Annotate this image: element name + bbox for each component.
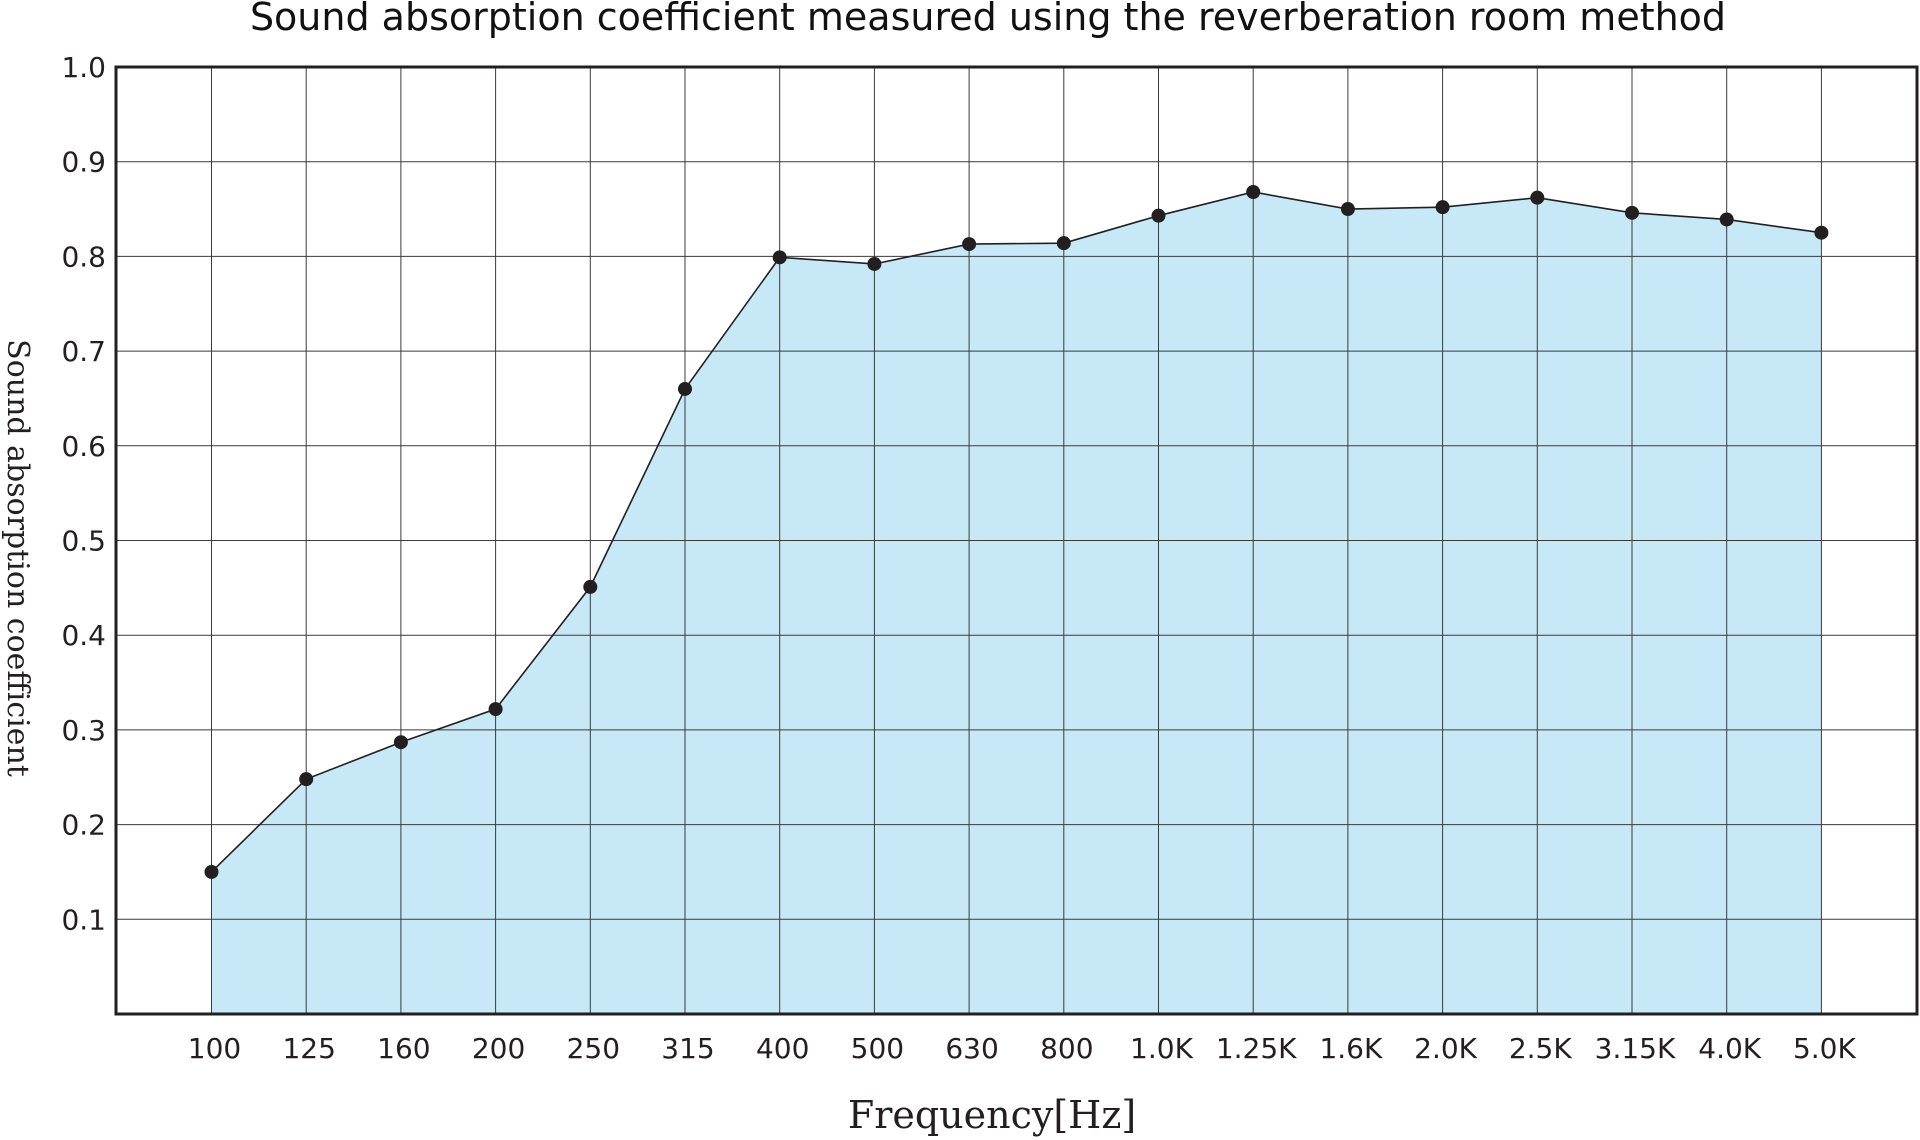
x-tick-label: 500	[851, 1032, 904, 1065]
data-point	[867, 256, 882, 271]
y-tick-label: 0.7	[61, 335, 106, 368]
x-tick-label: 315	[661, 1032, 714, 1065]
data-point	[583, 579, 598, 594]
data-point	[1056, 236, 1071, 251]
y-tick-label: 0.3	[61, 714, 106, 747]
data-point	[1719, 212, 1734, 227]
y-tick-label: 0.8	[61, 240, 106, 273]
x-tick-label: 1.6K	[1319, 1032, 1383, 1065]
plot-frame	[114, 65, 1919, 1016]
data-point	[1814, 225, 1829, 240]
x-tick-label: 125	[282, 1032, 335, 1065]
data-point	[1340, 202, 1355, 217]
y-tick-label: 0.5	[61, 525, 106, 558]
x-tick-label: 630	[945, 1032, 998, 1065]
x-axis-label: Frequency[Hz]	[848, 1093, 1136, 1137]
y-tick-label: 0.6	[61, 430, 106, 463]
data-point	[678, 381, 692, 396]
x-tick-label: 100	[188, 1032, 241, 1065]
y-tick-label: 0.9	[61, 146, 106, 179]
data-point	[1530, 190, 1545, 205]
data-point	[962, 237, 977, 252]
x-tick-label: 2.0K	[1414, 1032, 1478, 1065]
x-tick-label: 4.0K	[1698, 1032, 1762, 1065]
x-tick-label: 400	[756, 1032, 809, 1065]
y-tick-label: 0.4	[61, 619, 106, 652]
data-point	[1435, 200, 1450, 215]
data-point	[1151, 208, 1166, 223]
y-axis-label: Sound absorption coefficient	[0, 339, 35, 777]
y-tick-label: 0.2	[61, 809, 106, 842]
y-tick-label: 0.1	[61, 903, 106, 936]
data-point	[772, 250, 787, 265]
chart-title: Sound absorption coefficient measured us…	[250, 0, 1726, 39]
x-tick-label: 2.5K	[1509, 1032, 1573, 1065]
x-tick-label: 5.0K	[1793, 1032, 1857, 1065]
plot-area: 0.1 0.2 0.3 0.4 0.5 0.6 0.7 0.8 0.9 1.0 100 125 160 2…	[61, 51, 1919, 1065]
data-point	[204, 864, 219, 879]
x-tick-label: 160	[377, 1032, 430, 1065]
x-tick-label: 3.15K	[1595, 1032, 1676, 1065]
data-point	[299, 772, 314, 787]
data-point	[488, 702, 503, 717]
data-point	[1625, 205, 1639, 220]
area-fill	[211, 192, 1822, 1014]
y-tick-label: 1.0	[61, 51, 106, 84]
x-tick-label: 1.0K	[1130, 1032, 1194, 1065]
x-tick-label: 200	[472, 1032, 525, 1065]
series-line	[210, 191, 1822, 873]
x-tick-label: 250	[567, 1032, 620, 1065]
data-point	[1246, 185, 1261, 200]
data-point	[393, 735, 408, 750]
x-tick-label: 1.25K	[1216, 1032, 1297, 1065]
x-tick-label: 800	[1040, 1032, 1093, 1065]
